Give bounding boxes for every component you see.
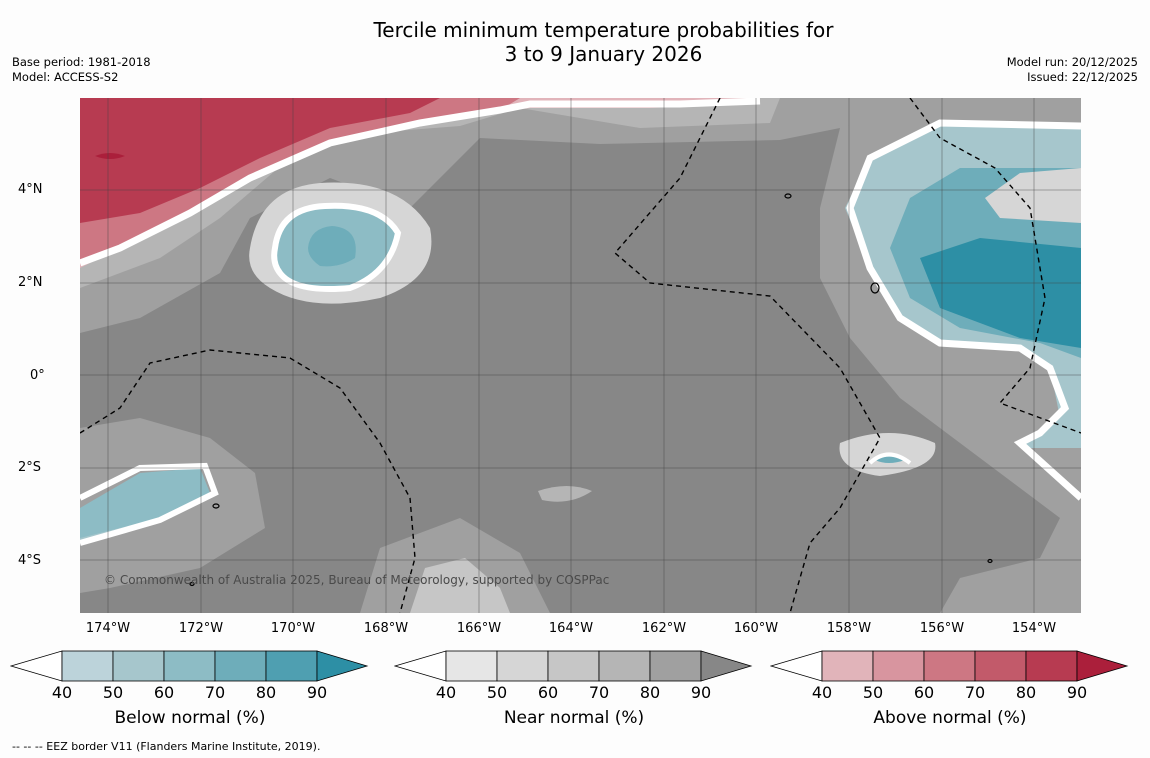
near-normal-zone-south-2 <box>410 558 510 613</box>
cb-above-tick-80: 80 <box>1015 683 1037 702</box>
colorbar-extend-low <box>10 650 63 682</box>
probability-map[interactable]: © Commonwealth of Australia 2025, Bureau… <box>80 98 1081 613</box>
lon-tick-172w: 172°W <box>178 621 224 636</box>
colorbar-swatch <box>445 650 498 682</box>
below-normal-zone-southwest <box>80 468 210 543</box>
lon-tick-168w: 168°W <box>363 621 409 636</box>
islands <box>189 193 993 587</box>
model-run: Model run: 20/12/2025 <box>1006 55 1138 69</box>
below-normal-zone-north-central-3 <box>308 226 356 267</box>
colorbar-near-normal: 40 50 60 70 80 90 Near normal (%) <box>394 650 754 740</box>
lon-tick-162w: 162°W <box>641 621 687 636</box>
lon-tick-170w: 170°W <box>270 621 316 636</box>
lon-tick-164w: 164°W <box>548 621 594 636</box>
white-boundary-north-central <box>271 202 402 292</box>
colorbar-swatch <box>649 650 702 682</box>
colorbar-swatch <box>496 650 549 682</box>
colorbar-below-normal-swatches <box>10 650 369 682</box>
white-boundary-north <box>80 98 761 267</box>
colorbar-swatch <box>61 650 114 682</box>
model-name: Model: ACCESS-S2 <box>12 70 119 84</box>
cb-above-tick-60: 60 <box>913 683 935 702</box>
meta-left: Base period: 1981-2018 Model: ACCESS-S2 <box>12 55 151 85</box>
colorbar-swatch <box>163 650 216 682</box>
base-period: Base period: 1981-2018 <box>12 55 151 69</box>
colorbar-swatch <box>872 650 925 682</box>
colorbar-above-normal-label: Above normal (%) <box>873 708 1027 728</box>
colorbar-swatch <box>923 650 976 682</box>
lon-tick-174w: 174°W <box>85 621 131 636</box>
colorbar-swatch <box>598 650 651 682</box>
colorbar-above-normal-swatches <box>770 650 1129 682</box>
cb-near-tick-50: 50 <box>486 683 508 702</box>
colorbar-extend-low <box>770 650 823 682</box>
issued-date: Issued: 22/12/2025 <box>1027 70 1138 84</box>
white-boundary-southeast-small <box>868 452 912 465</box>
above-normal-zone-4 <box>95 153 125 159</box>
lon-tick-154w: 154°W <box>1011 621 1057 636</box>
map-gridlines <box>80 98 1081 613</box>
cb-below-tick-80: 80 <box>255 683 277 702</box>
colorbar-near-normal-label: Near normal (%) <box>503 708 645 728</box>
cb-below-tick-60: 60 <box>153 683 175 702</box>
colorbar-swatch <box>821 650 874 682</box>
cb-near-tick-90: 90 <box>690 683 712 702</box>
colorbar-extend-high <box>316 650 369 682</box>
cb-above-tick-70: 70 <box>964 683 986 702</box>
eez-border <box>80 98 1081 613</box>
cb-below-tick-90: 90 <box>306 683 328 702</box>
cb-near-tick-60: 60 <box>537 683 559 702</box>
colorbar-near-normal-swatches <box>394 650 753 682</box>
colorbar-swatch <box>265 650 318 682</box>
title-line-2: 3 to 9 January 2026 <box>504 42 703 66</box>
cb-above-tick-90: 90 <box>1066 683 1088 702</box>
colorbar-swatch <box>1025 650 1078 682</box>
cb-near-tick-40: 40 <box>435 683 457 702</box>
above-normal-zone-3 <box>80 98 440 223</box>
white-boundary-southwest <box>80 462 219 546</box>
map-canvas: © Commonwealth of Australia 2025, Bureau… <box>80 98 1081 613</box>
colorbar-swatch <box>547 650 600 682</box>
near-normal-zone-north <box>80 98 1081 333</box>
cb-below-tick-40: 40 <box>51 683 73 702</box>
cb-near-tick-70: 70 <box>588 683 610 702</box>
colorbar-extend-low <box>394 650 447 682</box>
lat-tick-2s: 2°S <box>18 460 42 475</box>
colorbar-extend-high <box>1076 650 1129 682</box>
lon-tick-160w: 160°W <box>733 621 779 636</box>
cb-above-tick-40: 40 <box>811 683 833 702</box>
copyright-notice: © Commonwealth of Australia 2025, Bureau… <box>104 573 609 587</box>
lat-tick-2n: 2°N <box>18 275 43 290</box>
lat-tick-4s: 4°S <box>18 553 42 568</box>
eez-legend-footnote: -- -- -- EEZ border V11 (Flanders Marine… <box>12 740 321 753</box>
chart-title: Tercile minimum temperature probabilitie… <box>0 18 1150 66</box>
white-boundary-east <box>846 119 1081 501</box>
colorbar-swatch <box>974 650 1027 682</box>
colorbar-above-normal: 40 50 60 70 80 90 Above normal (%) <box>770 650 1130 740</box>
near-normal-zone-small <box>538 486 592 502</box>
lat-tick-0: 0° <box>30 368 45 383</box>
colorbar-swatch <box>112 650 165 682</box>
lat-tick-4n: 4°N <box>18 182 43 197</box>
colorbar-below-normal: 40 50 60 70 80 90 Below normal (%) <box>10 650 370 740</box>
lon-tick-166w: 166°W <box>456 621 502 636</box>
lon-tick-156w: 156°W <box>919 621 965 636</box>
lon-tick-158w: 158°W <box>826 621 872 636</box>
cb-below-tick-70: 70 <box>204 683 226 702</box>
title-line-1: Tercile minimum temperature probabilitie… <box>373 18 834 42</box>
meta-right: Model run: 20/12/2025 Issued: 22/12/2025 <box>1007 55 1138 85</box>
colorbar-extend-high <box>700 650 753 682</box>
colorbar-below-normal-label: Below normal (%) <box>114 708 266 728</box>
near-normal-inset-east <box>985 168 1081 223</box>
cb-near-tick-80: 80 <box>639 683 661 702</box>
colorbar-swatch <box>214 650 267 682</box>
cb-above-tick-50: 50 <box>862 683 884 702</box>
cb-below-tick-50: 50 <box>102 683 124 702</box>
